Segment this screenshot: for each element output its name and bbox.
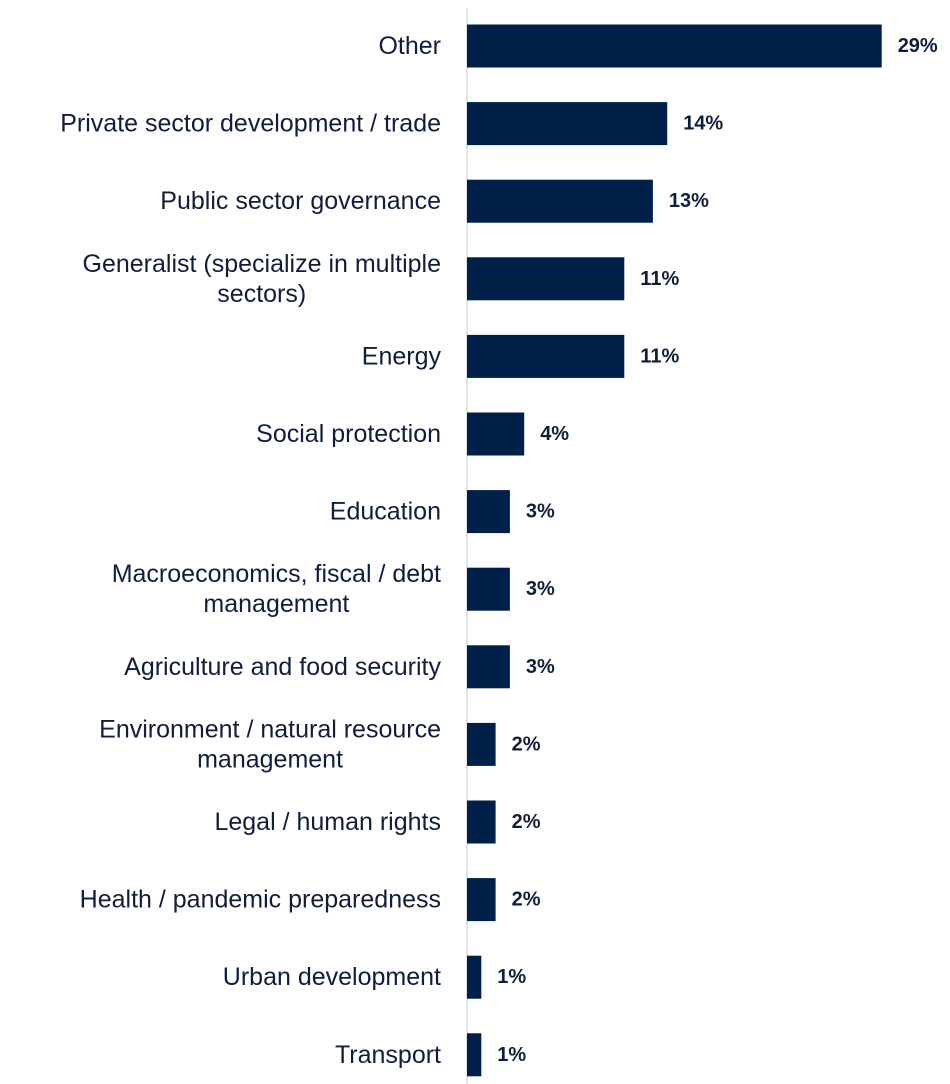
value-label-7: 3% — [526, 578, 555, 600]
category-label-7-line-0: Macroeconomics, fiscal / debt — [112, 560, 441, 588]
category-label-9: Environment / natural resource management — [99, 715, 441, 773]
bar-13 — [467, 1033, 482, 1077]
bar-8 — [467, 645, 510, 689]
value-labels-group: 29% 14% 13% 11% 11% 4% 3% 3% 3% 2% 2% 2% 1% 1% — [497, 35, 938, 1066]
category-label-9-line-0: Environment / natural resource — [99, 715, 441, 743]
category-label-7-line-1: management — [203, 590, 349, 618]
bars-group — [467, 24, 882, 1077]
bar-5 — [467, 412, 525, 456]
value-label-6: 3% — [526, 501, 555, 523]
bar-7 — [467, 567, 510, 611]
category-label-11: Health / pandemic preparedness — [80, 886, 441, 914]
value-label-3: 11% — [640, 268, 679, 290]
category-label-3-line-0: Generalist (specialize in multiple — [83, 250, 441, 278]
value-label-4: 11% — [640, 345, 679, 367]
bar-12 — [467, 955, 482, 999]
category-label-12: Urban development — [223, 963, 441, 991]
bar-2 — [467, 179, 653, 223]
bar-9 — [467, 722, 496, 766]
category-label-0: Other — [378, 32, 441, 60]
category-label-3: Generalist (specialize in multiple sector… — [83, 250, 441, 308]
category-label-8: Agriculture and food security — [124, 653, 441, 681]
category-label-10: Legal / human rights — [214, 808, 441, 836]
category-label-7: Macroeconomics, fiscal / debt management — [112, 560, 441, 618]
category-label-2: Public sector governance — [160, 187, 441, 215]
value-label-2: 13% — [669, 190, 709, 212]
bar-4 — [467, 334, 625, 378]
value-label-9: 2% — [512, 733, 541, 755]
category-labels-group: Other Private sector development / trade P… — [60, 32, 441, 1069]
bar-1 — [467, 102, 668, 146]
bar-11 — [467, 878, 496, 922]
category-label-9-line-1: management — [197, 745, 343, 773]
value-label-11: 2% — [512, 889, 541, 911]
category-label-3-line-1: sectors) — [217, 280, 306, 308]
category-label-4: Energy — [362, 342, 442, 370]
category-label-1: Private sector development / trade — [60, 110, 441, 138]
bar-6 — [467, 490, 510, 534]
bar-3 — [467, 257, 625, 301]
category-label-5: Social protection — [256, 420, 441, 448]
bar-10 — [467, 800, 496, 844]
value-label-8: 3% — [526, 656, 555, 678]
value-label-0: 29% — [898, 35, 938, 57]
bar-0 — [467, 24, 882, 68]
value-label-1: 14% — [683, 113, 723, 135]
category-label-6: Education — [330, 498, 441, 526]
value-label-5: 4% — [540, 423, 569, 445]
value-label-10: 2% — [512, 811, 541, 833]
value-label-13: 1% — [497, 1044, 526, 1066]
value-label-12: 1% — [497, 966, 526, 988]
category-label-13: Transport — [335, 1041, 441, 1069]
